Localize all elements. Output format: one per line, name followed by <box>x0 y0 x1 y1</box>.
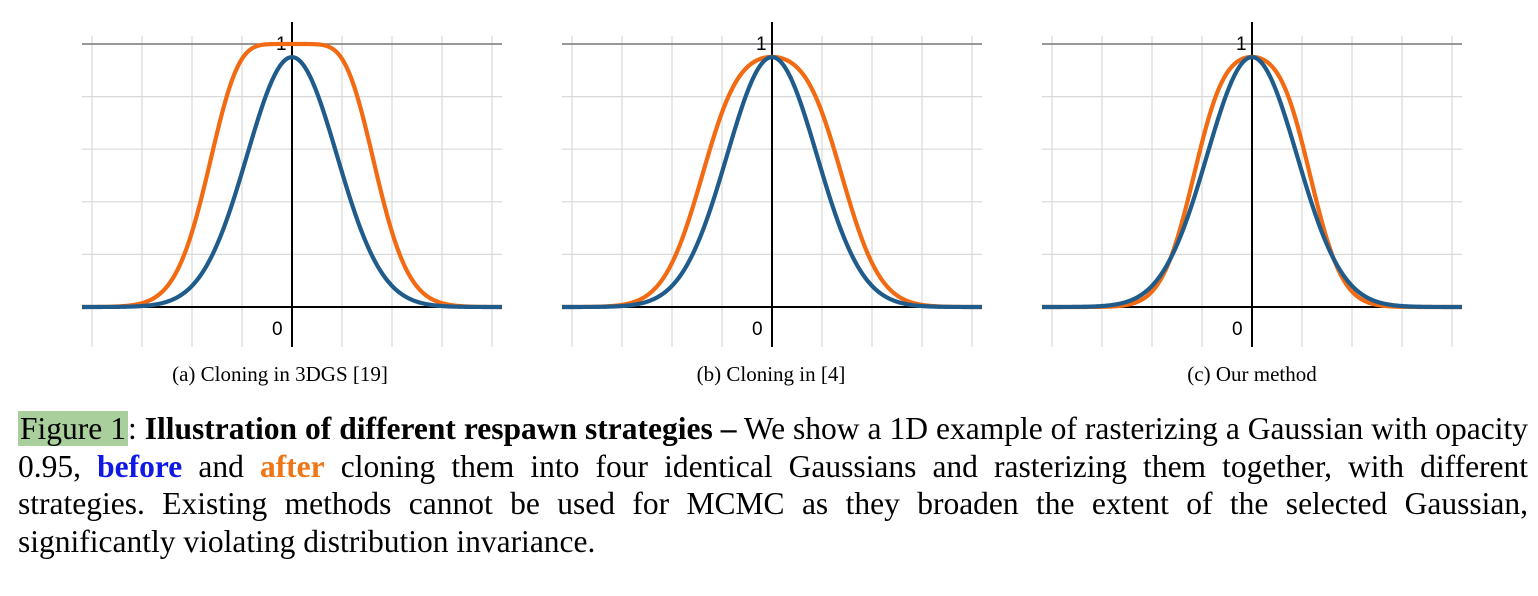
tick-label-0: 0 <box>1232 319 1243 340</box>
caption-sep: : <box>127 411 145 446</box>
subcaption-c: (c) Our method <box>1187 362 1317 386</box>
caption-text-1: We show a 1D example of rasterizing a Ga… <box>18 411 1528 484</box>
series-line-0 <box>1040 55 1464 310</box>
caption-title: Illustration of different respawn strate… <box>144 411 737 446</box>
caption-before-word: before <box>97 448 183 484</box>
caption-after-word: after <box>259 448 325 484</box>
tick-label-0: 0 <box>752 319 763 340</box>
tick-label-1: 1 <box>1236 34 1247 55</box>
series-line-0 <box>560 55 984 310</box>
figure-label: Figure 1 <box>18 411 128 446</box>
plot-a: 10 <box>80 22 504 347</box>
figure-caption: Figure 1: Illustration of different resp… <box>18 410 1528 560</box>
plot-b: 10 <box>560 22 984 347</box>
subcaption-a: (a) Cloning in 3DGS [19] <box>172 362 388 386</box>
tick-label-0: 0 <box>272 319 283 340</box>
series-line-1 <box>80 41 504 310</box>
caption-text-3: cloning them into four identical Gaussia… <box>18 448 1529 559</box>
series-line-0 <box>80 55 504 310</box>
subcaption-b: (b) Cloning in [4] <box>696 362 846 386</box>
caption-text-2: and <box>182 448 260 484</box>
tick-label-1: 1 <box>756 34 767 55</box>
plot-c: 10 <box>1040 22 1464 347</box>
